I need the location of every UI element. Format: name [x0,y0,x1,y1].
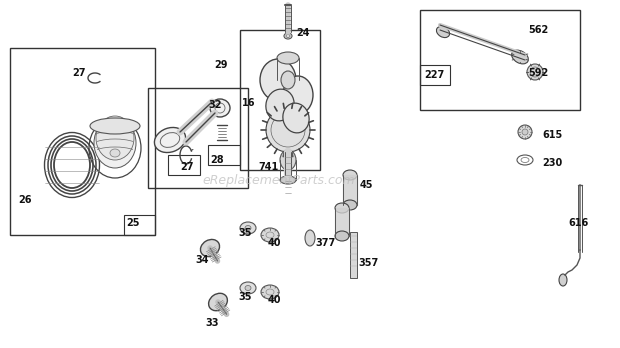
Ellipse shape [280,150,296,170]
Ellipse shape [110,149,120,157]
Text: 562: 562 [528,25,548,35]
Ellipse shape [210,99,230,117]
Text: 35: 35 [238,228,252,238]
Ellipse shape [335,231,349,241]
Text: 28: 28 [210,155,224,165]
Bar [350,232,357,278]
Text: 40: 40 [268,295,281,305]
Bar [208,145,240,165]
Ellipse shape [343,200,357,210]
Text: 27: 27 [72,68,86,78]
Ellipse shape [283,103,309,133]
Bar [10,48,155,235]
Ellipse shape [90,118,140,134]
Text: 616: 616 [568,218,588,228]
Circle shape [522,129,528,135]
Text: 33: 33 [205,318,218,328]
Ellipse shape [96,116,134,160]
Bar [168,155,200,175]
Text: 26: 26 [18,195,32,205]
Ellipse shape [277,52,299,64]
Ellipse shape [200,239,219,256]
Text: 25: 25 [126,218,140,228]
Text: 741: 741 [258,162,278,172]
Ellipse shape [512,50,528,64]
Text: 35: 35 [238,292,252,302]
Ellipse shape [266,89,294,121]
Ellipse shape [154,127,185,152]
Ellipse shape [518,125,532,139]
Ellipse shape [260,59,296,101]
Ellipse shape [94,118,136,168]
Ellipse shape [280,176,296,184]
Ellipse shape [527,64,543,80]
Ellipse shape [245,285,251,291]
Ellipse shape [283,76,313,114]
Ellipse shape [261,228,279,242]
Bar [420,10,580,110]
Ellipse shape [343,170,357,180]
Text: 24: 24 [296,28,309,38]
Text: 34: 34 [195,255,208,265]
Text: 592: 592 [528,68,548,78]
Ellipse shape [240,222,256,234]
Ellipse shape [240,282,256,294]
Ellipse shape [559,274,567,286]
Text: 230: 230 [542,158,562,168]
Ellipse shape [208,293,228,311]
Text: 227: 227 [424,70,445,80]
Ellipse shape [281,71,295,89]
Text: 29: 29 [214,60,228,70]
Circle shape [266,108,310,152]
Text: 32: 32 [208,100,221,110]
Text: 27: 27 [180,162,193,172]
Text: 40: 40 [268,238,281,248]
Ellipse shape [261,285,279,299]
Ellipse shape [245,226,251,230]
Bar [124,215,155,235]
Ellipse shape [284,33,292,39]
Text: 377: 377 [315,238,335,248]
Text: 615: 615 [542,130,562,140]
Text: 357: 357 [358,258,378,268]
Bar [420,65,450,85]
Bar [240,30,320,170]
Text: 16: 16 [242,98,255,108]
Bar [148,88,248,188]
Ellipse shape [305,230,315,246]
Text: 45: 45 [360,180,373,190]
Text: eReplacementParts.com: eReplacementParts.com [203,174,355,188]
Ellipse shape [436,26,450,38]
Ellipse shape [335,203,349,213]
